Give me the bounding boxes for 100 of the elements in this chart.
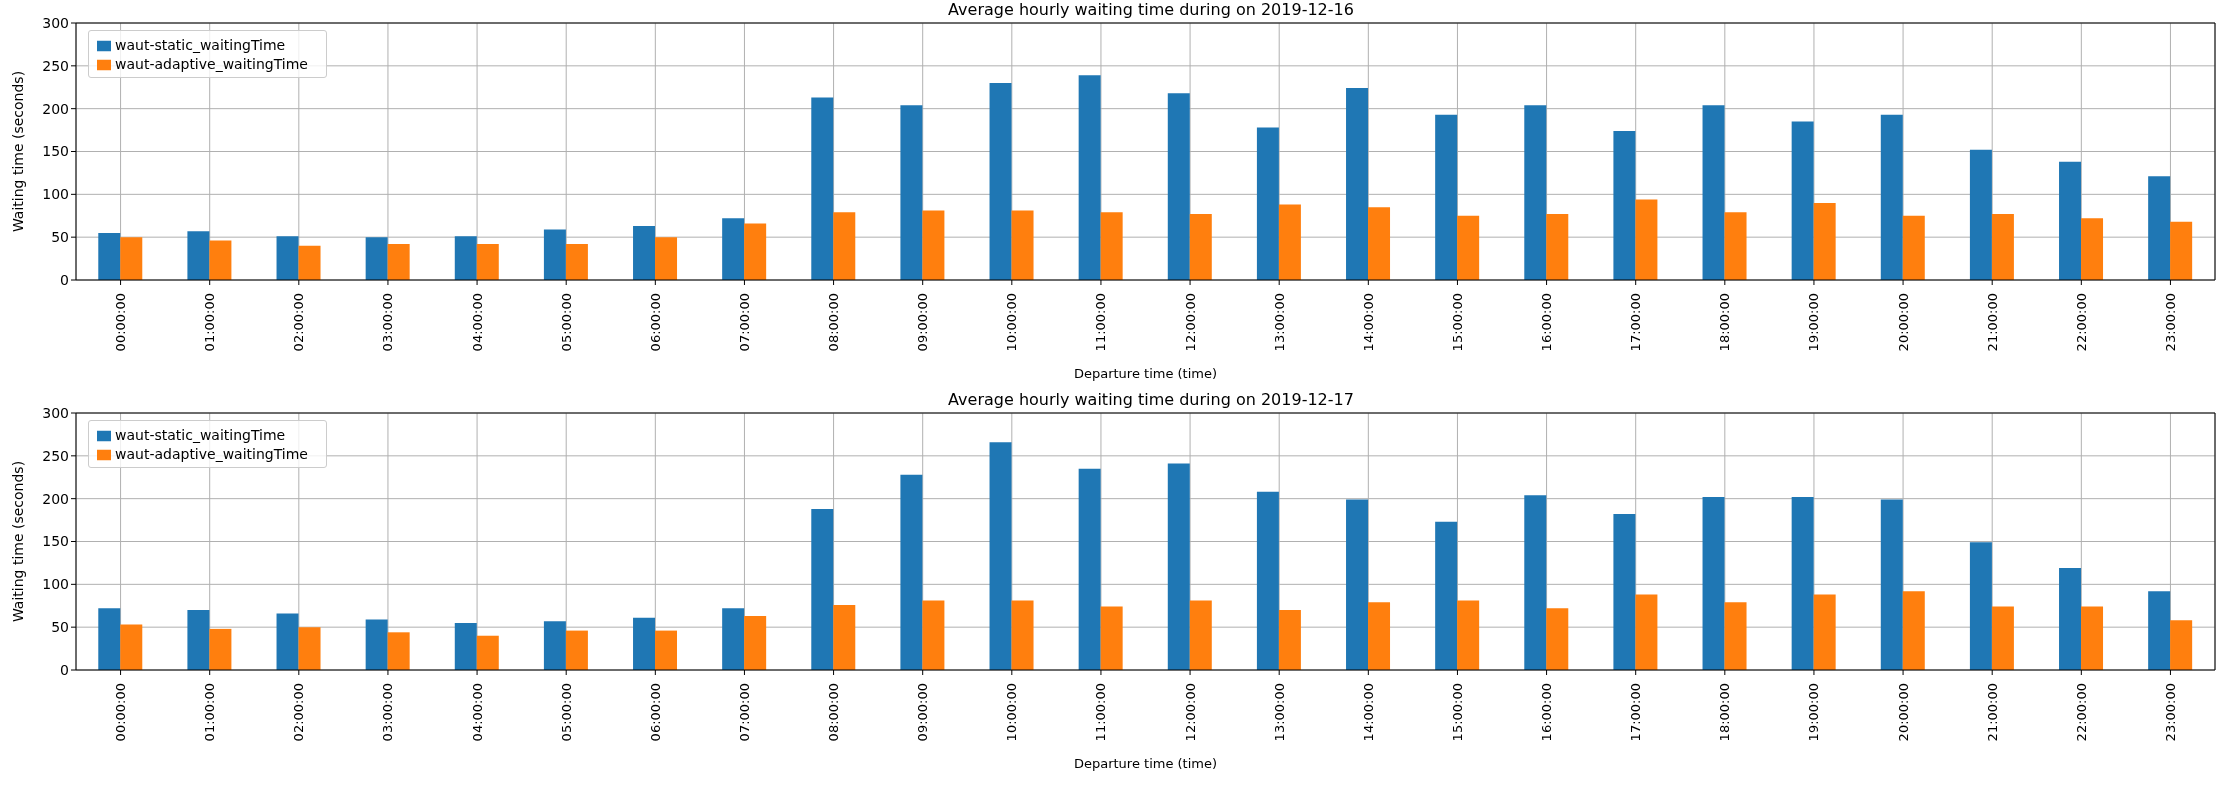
bar: [276, 613, 299, 670]
legend-label: waut-adaptive_waitingTime: [115, 446, 308, 462]
x-tick-label: 01:00:00: [202, 683, 218, 742]
bar: [1791, 496, 1814, 670]
bar: [187, 610, 210, 670]
bar: [1880, 499, 1903, 670]
x-tick-label: 21:00:00: [1984, 683, 2000, 742]
x-tick-label: 22:00:00: [2073, 293, 2089, 352]
y-tick-label: 250: [42, 57, 69, 74]
x-tick-label: 12:00:00: [1182, 293, 1198, 352]
bar: [1435, 521, 1458, 670]
chart-title: Average hourly waiting time during on 2019-12-16: [948, 0, 1354, 19]
bar: [1256, 491, 1279, 670]
x-tick-label: 09:00:00: [915, 683, 931, 742]
bar: [1435, 114, 1458, 280]
bar: [1167, 463, 1190, 670]
y-tick-label: 200: [42, 490, 69, 507]
bar: [1902, 591, 1925, 670]
bar: [1991, 214, 2014, 280]
x-tick-label: 08:00:00: [826, 293, 842, 352]
x-tick-label: 18:00:00: [1717, 293, 1733, 352]
bar: [1791, 121, 1814, 280]
bar: [811, 97, 834, 280]
bar: [2059, 161, 2082, 280]
bar: [1346, 88, 1369, 280]
x-tick-label: 11:00:00: [1093, 293, 1109, 352]
bar: [120, 237, 143, 280]
x-tick-label: 20:00:00: [1895, 293, 1911, 352]
bar: [1011, 600, 1034, 670]
bar: [1991, 606, 2014, 670]
bar: [833, 212, 856, 280]
x-tick-label: 15:00:00: [1449, 293, 1465, 352]
bar: [1524, 105, 1547, 280]
y-axis-title: Waiting time (seconds): [9, 70, 26, 233]
bar: [1078, 75, 1101, 280]
x-tick-label: 02:00:00: [291, 683, 307, 742]
bar: [1368, 602, 1391, 670]
x-tick-label: 05:00:00: [558, 293, 574, 352]
x-tick-label: 04:00:00: [469, 683, 485, 742]
x-tick-label: 00:00:00: [113, 293, 129, 352]
bar: [900, 105, 923, 280]
x-tick-label: 23:00:00: [2162, 683, 2178, 742]
bar: [1524, 495, 1547, 670]
bar: [1457, 215, 1480, 280]
x-tick-label: 11:00:00: [1093, 683, 1109, 742]
bar: [744, 616, 767, 670]
bar: [120, 624, 143, 670]
y-tick-label: 0: [60, 271, 69, 288]
bar: [633, 226, 656, 280]
bar: [744, 223, 767, 280]
x-tick-label: 06:00:00: [647, 683, 663, 742]
x-tick-label: 17:00:00: [1628, 293, 1644, 352]
x-tick-label: 03:00:00: [380, 683, 396, 742]
bar: [276, 236, 299, 280]
y-tick-label: 300: [42, 14, 69, 31]
bar: [1702, 105, 1725, 280]
chart-title: Average hourly waiting time during on 2019-12-17: [948, 390, 1354, 409]
bar: [655, 630, 678, 670]
x-tick-label: 15:00:00: [1449, 683, 1465, 742]
bar: [209, 240, 232, 280]
x-tick-label: 02:00:00: [291, 293, 307, 352]
bar: [2081, 218, 2104, 280]
x-tick-label: 08:00:00: [826, 683, 842, 742]
x-tick-label: 06:00:00: [647, 293, 663, 352]
y-tick-label: 50: [51, 229, 69, 246]
bar: [922, 600, 945, 670]
bar: [1278, 610, 1301, 670]
bar: [1189, 214, 1212, 280]
x-tick-label: 21:00:00: [1984, 293, 2000, 352]
bar: [1635, 594, 1658, 670]
bar: [365, 237, 388, 280]
x-tick-label: 17:00:00: [1628, 683, 1644, 742]
x-tick-label: 09:00:00: [915, 293, 931, 352]
y-tick-label: 50: [51, 619, 69, 636]
bar: [989, 82, 1012, 280]
legend-label: waut-adaptive_waitingTime: [115, 56, 308, 72]
bar: [1346, 499, 1369, 670]
bar: [1278, 204, 1301, 280]
x-tick-label: 20:00:00: [1895, 683, 1911, 742]
legend-label: waut-static_waitingTime: [115, 427, 286, 443]
bar: [1613, 130, 1636, 280]
bar: [565, 630, 588, 670]
bar: [633, 617, 656, 670]
bar: [2148, 176, 2171, 280]
bar: [1457, 600, 1480, 670]
x-tick-label: 07:00:00: [736, 293, 752, 352]
x-tick-label: 10:00:00: [1004, 683, 1020, 742]
x-tick-label: 13:00:00: [1271, 293, 1287, 352]
x-tick-label: 16:00:00: [1539, 683, 1555, 742]
bar: [187, 231, 210, 280]
bar: [387, 632, 410, 670]
x-tick-label: 14:00:00: [1360, 683, 1376, 742]
bar: [298, 245, 321, 280]
x-tick-label: 10:00:00: [1004, 293, 1020, 352]
x-tick-label: 22:00:00: [2073, 683, 2089, 742]
x-tick-label: 03:00:00: [380, 293, 396, 352]
x-tick-label: 01:00:00: [202, 293, 218, 352]
bar: [989, 442, 1012, 670]
bar: [298, 627, 321, 670]
bar: [543, 621, 566, 670]
